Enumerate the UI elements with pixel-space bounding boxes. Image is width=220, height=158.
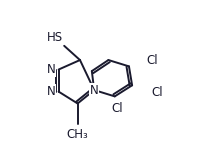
Text: N: N [47, 63, 55, 76]
Text: N: N [90, 84, 99, 97]
Text: Cl: Cl [112, 102, 123, 115]
Text: Cl: Cl [146, 54, 158, 67]
Text: Cl: Cl [151, 86, 163, 99]
Text: HS: HS [46, 31, 63, 44]
Text: N: N [47, 85, 55, 98]
Text: CH₃: CH₃ [67, 128, 88, 141]
